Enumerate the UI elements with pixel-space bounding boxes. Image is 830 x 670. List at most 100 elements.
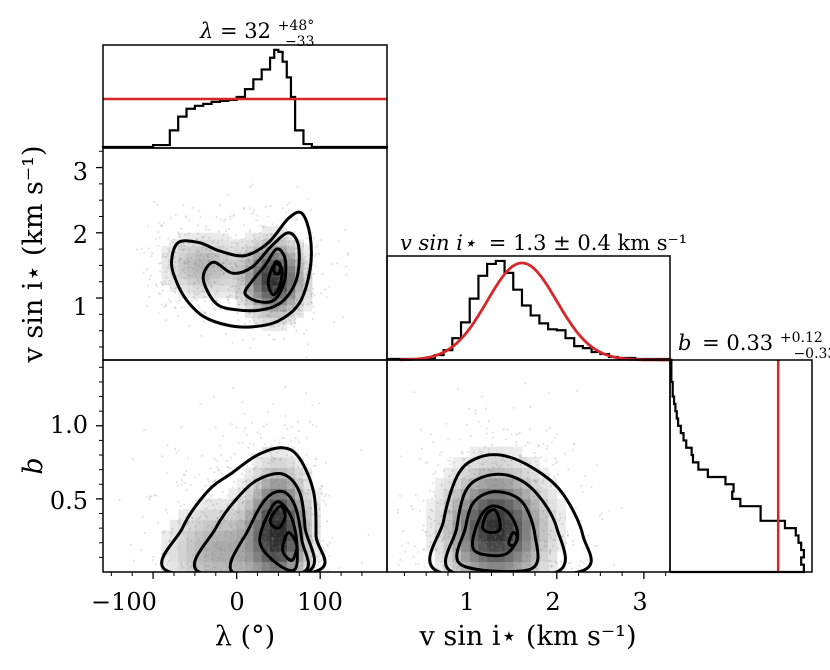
density-vsini-b-cell — [461, 498, 471, 510]
scatter-vsini-b-point — [452, 559, 455, 562]
scatter-lambda-vsini-point — [267, 315, 270, 318]
density-lambda-b-cell — [286, 551, 296, 563]
scatter-lambda-vsini-point — [184, 271, 187, 274]
scatter-lambda-b-point — [245, 434, 249, 437]
scatter-vsini-b-point — [487, 489, 490, 492]
tick-label-vsini-y2: 2 — [73, 221, 88, 249]
density-vsini-b-cell — [426, 530, 436, 542]
scatter-lambda-b-point — [294, 437, 297, 440]
scatter-vsini-b-point — [452, 565, 455, 568]
scatter-lambda-b-point — [276, 475, 279, 478]
scatter-lambda-b-point — [275, 493, 278, 496]
scatter-lambda-b-point — [243, 507, 246, 510]
density-lambda-vsini-cell — [270, 311, 279, 319]
scatter-vsini-b-point — [491, 562, 494, 565]
scatter-lambda-vsini-point — [253, 301, 256, 305]
tick-label-lambda-2: 0 — [229, 588, 244, 616]
scatter-lambda-b-point — [292, 485, 295, 488]
hist-vsini — [385, 259, 672, 361]
scatter-lambda-b-point — [231, 386, 234, 390]
scatter-lambda-vsini-point — [269, 315, 272, 319]
scatter-lambda-b-point — [307, 529, 310, 533]
scatter-lambda-vsini-point — [239, 291, 242, 294]
scatter-lambda-vsini-point — [248, 273, 251, 276]
density-lambda-b-cell — [169, 540, 179, 552]
density-vsini-b-cell — [452, 530, 462, 542]
scatter-lambda-b-point — [241, 496, 244, 499]
scatter-lambda-b-point — [237, 568, 240, 571]
scatter-lambda-vsini-point — [150, 255, 153, 258]
scatter-lambda-vsini-point — [243, 322, 246, 326]
density-lambda-vsini-cell — [261, 252, 271, 260]
scatter-lambda-vsini-point — [277, 258, 280, 261]
scatter-vsini-b-point — [441, 551, 444, 554]
scatter-vsini-b-point — [556, 460, 559, 463]
scatter-lambda-b-point — [255, 486, 258, 489]
scatter-vsini-b-point — [475, 555, 479, 558]
scatter-lambda-vsini-point — [258, 294, 262, 298]
density-vsini-b-cell — [434, 561, 445, 572]
scatter-lambda-b-point — [167, 540, 170, 543]
scatter-vsini-b-point — [488, 451, 491, 454]
density-lambda-vsini-cell — [236, 304, 246, 312]
scatter-vsini-b-point — [546, 445, 549, 448]
scatter-vsini-b-point — [503, 528, 506, 531]
scatter-vsini-b-point — [498, 556, 501, 559]
scatter-vsini-b-point — [447, 475, 451, 478]
scatter-lambda-b-point — [298, 500, 301, 503]
scatter-vsini-b-point — [475, 468, 478, 471]
scatter-lambda-b-point — [154, 563, 157, 566]
scatter-lambda-vsini-point — [305, 273, 308, 276]
scatter-lambda-vsini-point — [265, 290, 268, 293]
scatter-lambda-b-point — [259, 524, 262, 528]
scatter-vsini-b-point — [549, 485, 552, 488]
scatter-lambda-b-point — [250, 555, 253, 559]
density-lambda-vsini-cell — [245, 278, 254, 286]
scatter-lambda-vsini-point — [295, 247, 298, 250]
scatter-lambda-b-point — [272, 531, 275, 534]
scatter-lambda-vsini-point — [167, 254, 170, 257]
density-lambda-vsini-cell — [203, 252, 213, 260]
scatter-vsini-b-point — [453, 490, 456, 493]
scatter-lambda-vsini-point — [215, 299, 218, 302]
scatter-lambda-vsini-point — [222, 261, 225, 264]
scatter-lambda-b-point — [194, 525, 197, 528]
density-vsini-b-cell — [487, 488, 497, 500]
scatter-lambda-vsini-point — [205, 247, 208, 251]
scatter-vsini-b-point — [525, 529, 528, 532]
scatter-lambda-vsini-point — [283, 337, 286, 340]
scatter-vsini-b-point — [467, 478, 471, 482]
scatter-lambda-vsini-point — [204, 225, 207, 228]
scatter-lambda-b-point — [278, 484, 281, 487]
scatter-vsini-b-point — [600, 512, 603, 515]
scatter-lambda-vsini-point — [146, 268, 149, 271]
scatter-vsini-b-point — [457, 533, 461, 536]
scatter-lambda-vsini-point — [243, 303, 246, 306]
scatter-vsini-b-point — [516, 516, 519, 519]
density-lambda-vsini-cell — [219, 291, 229, 299]
scatter-vsini-b-point — [442, 530, 445, 534]
scatter-lambda-vsini-point — [293, 298, 297, 301]
scatter-vsini-b-point — [488, 419, 491, 423]
scatter-vsini-b-point — [511, 490, 515, 493]
density-vsini-b-cell — [504, 478, 514, 489]
scatter-lambda-vsini-point — [272, 285, 275, 288]
density-lambda-b-cell — [286, 467, 296, 479]
scatter-lambda-vsini-point — [254, 237, 257, 240]
scatter-vsini-b-point — [542, 479, 545, 482]
scatter-lambda-vsini-point — [294, 260, 297, 263]
contour-lambda-vsini-level-3 — [243, 247, 288, 304]
scatter-vsini-b-point — [553, 475, 556, 478]
density-lambda-vsini-cell — [161, 278, 171, 286]
scatter-lambda-vsini-point — [266, 290, 269, 293]
scatter-lambda-vsini-point — [262, 225, 265, 228]
scatter-vsini-b-point — [529, 405, 532, 409]
density-lambda-vsini-cell — [219, 284, 229, 293]
scatter-vsini-b-point — [454, 561, 457, 565]
scatter-lambda-vsini-point — [205, 275, 208, 278]
scatter-lambda-b-point — [244, 427, 247, 430]
scatter-lambda-vsini-point — [296, 312, 299, 315]
scatter-vsini-b-point — [533, 546, 536, 550]
scatter-lambda-vsini-point — [278, 305, 281, 308]
scatter-lambda-b-point — [264, 547, 267, 550]
